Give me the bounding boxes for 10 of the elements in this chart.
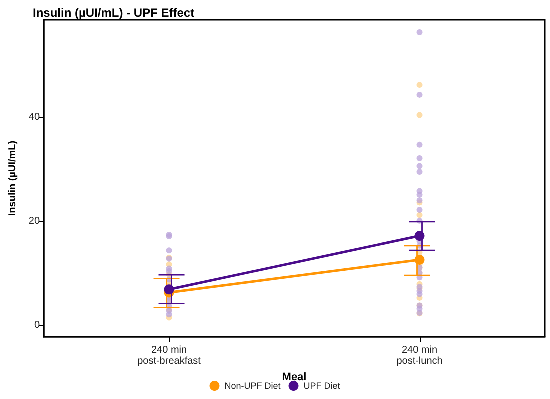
y-tick-label: 20 <box>28 216 40 227</box>
x-tick-label: 240 min post-breakfast <box>138 345 202 367</box>
x-axis-title: Meal <box>282 371 307 384</box>
y-axis-title: Insulin (µUI/mL) <box>8 140 18 216</box>
y-tick-label: 40 <box>28 112 40 123</box>
x-tick-label: 240 min post-lunch <box>396 345 443 367</box>
legend-label: UPF Diet <box>304 381 341 391</box>
y-tick-label: 0 <box>34 320 40 332</box>
chart-title: Insulin (µUI/mL) - UPF Effect <box>33 6 195 20</box>
legend-label: Non-UPF Diet <box>224 381 282 391</box>
